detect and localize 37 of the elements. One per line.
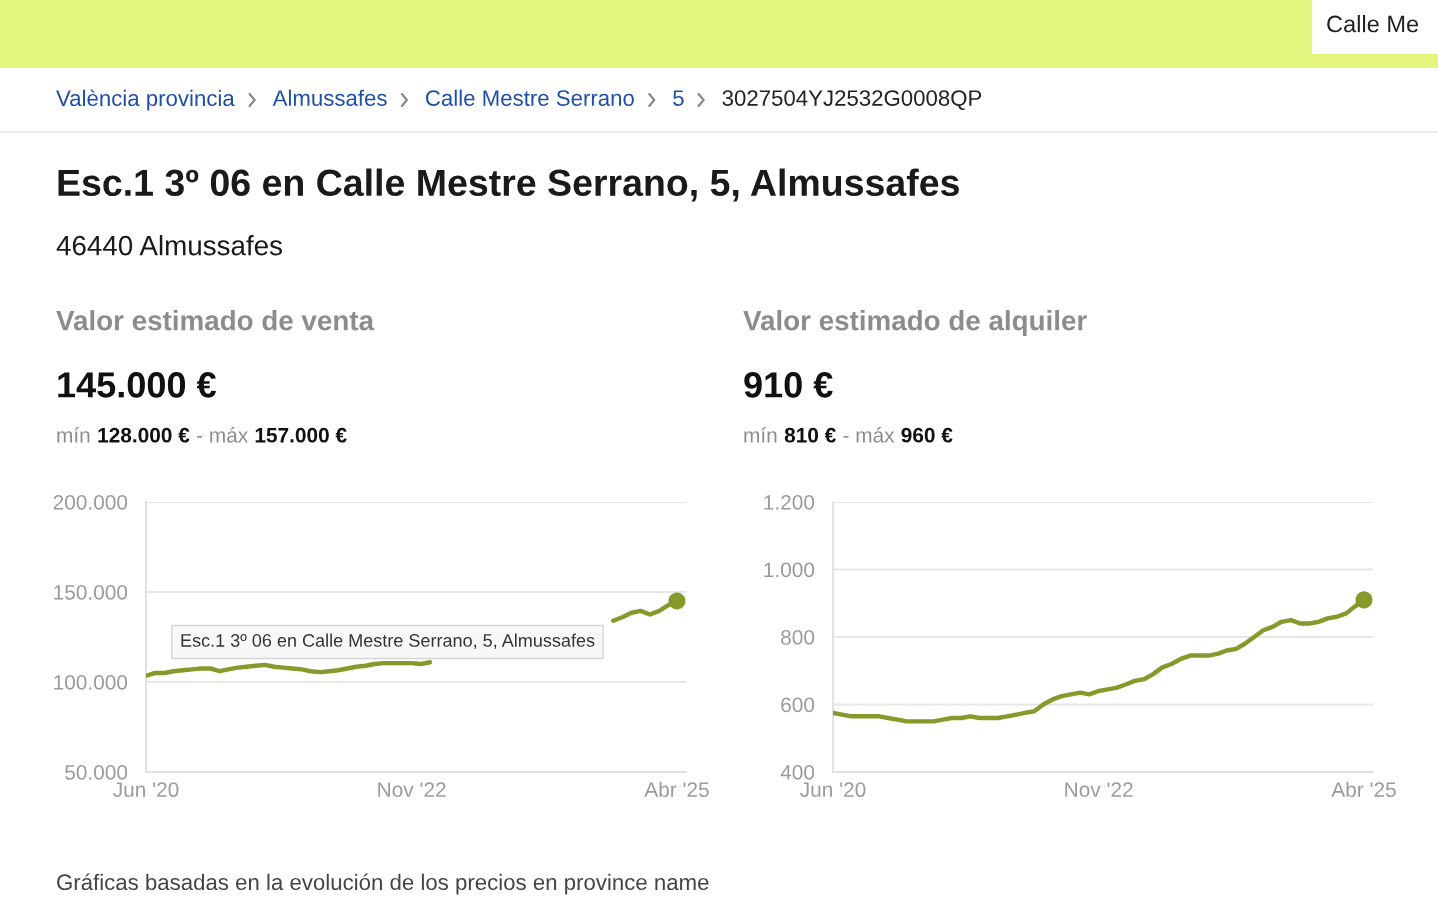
text: Esc.1 3º 06 en Calle Mestre Serrano, 5, Almussafes (58, 168, 959, 202)
y-tick-label: 200.000 (53, 495, 128, 510)
x-tick-label: Abr '25 (644, 781, 709, 798)
y-tick-label: 1.200 (764, 495, 815, 510)
text: Calle Me (1327, 15, 1419, 33)
text: - máx (197, 427, 248, 443)
x-tick-label: Jun '20 (800, 782, 866, 798)
x-tick-label: Abr '25 (1331, 781, 1396, 798)
text: 810 € (784, 427, 836, 443)
chart-subtitle: 910 € (744, 372, 833, 398)
chart-title: Valor estimado de alquiler (743, 310, 1087, 336)
y-tick-label: 1.000 (764, 562, 815, 578)
text: Almussafes (272, 89, 387, 106)
y-tick-label: 400 (780, 765, 815, 780)
text: Gráficas basadas en la evolución de los precios en province name (57, 873, 709, 895)
text: 5 (673, 90, 684, 106)
text: 128.000 € (98, 427, 190, 443)
annotation: Esc.1 3º 06 en Calle Mestre Serrano, 5, Almussafes (181, 633, 595, 649)
text: mín (744, 427, 777, 443)
text: - máx (843, 427, 895, 443)
y-tick-label: 50.000 (65, 765, 128, 780)
x-tick-label: Nov '22 (1065, 782, 1133, 798)
y-tick-label: 150.000 (54, 585, 128, 600)
chart-subtitle: 145.000 € (58, 372, 217, 398)
text: mín (57, 427, 90, 443)
text: València provincia (56, 89, 235, 111)
x-tick-label: Nov '22 (378, 782, 446, 798)
chart-title: Valor estimado de venta (56, 310, 375, 331)
y-tick-label: 600 (781, 697, 815, 713)
text: 46440 Almussafes (56, 235, 282, 256)
text: 157.000 € (255, 427, 347, 443)
y-tick-label: 800 (781, 630, 815, 645)
text: 960 € (901, 427, 953, 443)
x-tick-label: Jun '20 (113, 782, 179, 798)
text: 3027504YJ2532G0008QP (722, 90, 982, 110)
y-tick-label: 100.000 (54, 675, 128, 690)
text: Calle Mestre Serrano (426, 89, 634, 106)
